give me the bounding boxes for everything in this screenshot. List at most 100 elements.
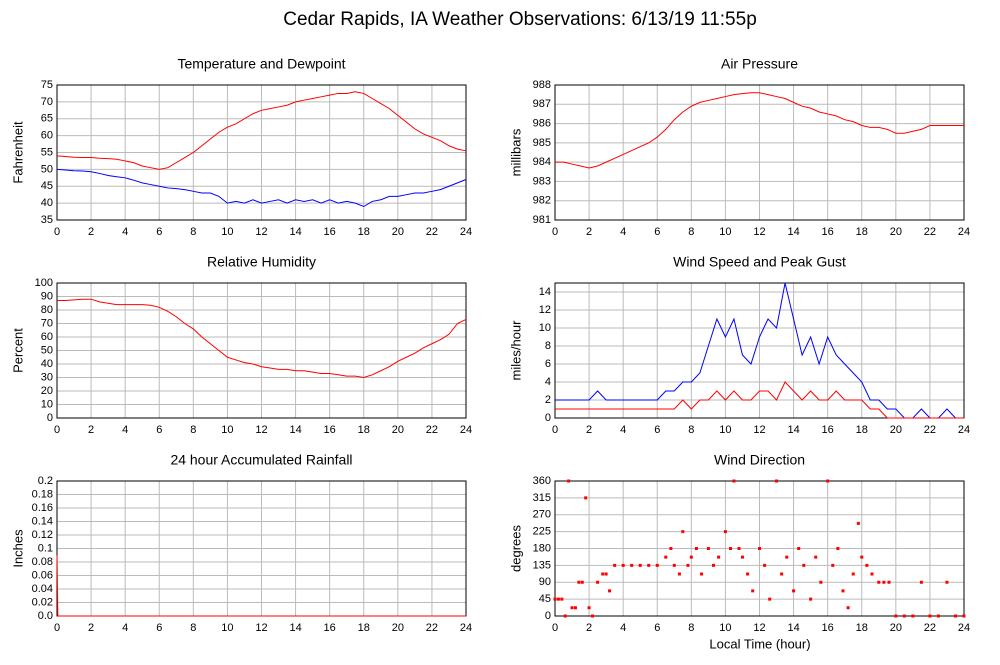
y-tick-label: 60 bbox=[41, 130, 53, 142]
y-axis-label: degrees bbox=[508, 525, 523, 572]
x-tick-label: 20 bbox=[392, 424, 404, 436]
data-point bbox=[751, 589, 755, 593]
x-tick-label: 2 bbox=[586, 226, 592, 238]
x-tick-label: 2 bbox=[88, 424, 94, 436]
y-tick-label: 80 bbox=[41, 304, 53, 316]
y-tick-label: 14 bbox=[539, 286, 551, 298]
x-tick-label: 20 bbox=[392, 226, 404, 238]
plot-frame bbox=[56, 282, 467, 419]
x-tick-label: 4 bbox=[620, 424, 626, 436]
x-tick-label: 6 bbox=[156, 622, 162, 634]
data-point bbox=[647, 563, 651, 567]
y-tick-label: 20 bbox=[41, 385, 53, 397]
data-point bbox=[630, 563, 634, 567]
data-point bbox=[785, 555, 789, 559]
data-line bbox=[555, 381, 964, 419]
x-tick-label: 10 bbox=[719, 226, 731, 238]
panel-title: Relative Humidity bbox=[207, 254, 316, 270]
data-point bbox=[604, 572, 608, 576]
y-tick-label: 6 bbox=[545, 358, 551, 370]
x-tick-label: 24 bbox=[460, 226, 472, 238]
x-tick-label: 22 bbox=[924, 424, 936, 436]
y-tick-label: 35 bbox=[41, 214, 53, 226]
x-tick-label: 8 bbox=[688, 226, 694, 238]
x-tick-label: 0 bbox=[54, 226, 60, 238]
data-point bbox=[580, 580, 584, 584]
x-tick-label: 0 bbox=[54, 622, 60, 634]
data-line bbox=[555, 92, 964, 169]
x-tick-label: 0 bbox=[552, 424, 558, 436]
y-tick-label: 0 bbox=[545, 412, 551, 424]
data-line bbox=[56, 168, 467, 208]
data-point bbox=[570, 606, 574, 610]
data-point bbox=[809, 597, 813, 601]
data-point bbox=[672, 563, 676, 567]
data-point bbox=[596, 580, 600, 584]
data-point bbox=[677, 572, 681, 576]
y-tick-label: 10 bbox=[539, 322, 551, 334]
y-tick-label: 70 bbox=[41, 96, 53, 108]
x-axis-label: Local Time (hour) bbox=[709, 636, 810, 651]
data-point bbox=[802, 563, 806, 567]
data-point bbox=[792, 589, 796, 593]
y-axis-label: miles/hour bbox=[508, 320, 523, 381]
y-tick-label: 0.12 bbox=[32, 529, 53, 541]
x-tick-label: 8 bbox=[190, 424, 196, 436]
y-tick-label: 45 bbox=[539, 593, 551, 605]
data-point bbox=[737, 547, 741, 550]
x-tick-label: 12 bbox=[255, 226, 267, 238]
x-tick-label: 22 bbox=[426, 622, 438, 634]
data-point bbox=[613, 563, 617, 567]
data-point bbox=[711, 563, 715, 567]
x-tick-label: 8 bbox=[688, 424, 694, 436]
x-tick-label: 20 bbox=[392, 622, 404, 634]
x-tick-label: 4 bbox=[122, 226, 128, 238]
data-point bbox=[928, 614, 932, 618]
x-tick-label: 10 bbox=[221, 226, 233, 238]
x-tick-label: 4 bbox=[620, 622, 626, 634]
x-tick-label: 12 bbox=[753, 622, 765, 634]
y-tick-label: 10 bbox=[41, 398, 53, 410]
x-tick-label: 4 bbox=[122, 424, 128, 436]
x-tick-label: 14 bbox=[787, 424, 799, 436]
y-tick-label: 0.02 bbox=[32, 596, 53, 608]
x-tick-label: 18 bbox=[856, 424, 868, 436]
x-tick-label: 4 bbox=[122, 622, 128, 634]
panel-title: Wind Speed and Peak Gust bbox=[673, 254, 846, 270]
y-tick-label: 8 bbox=[545, 340, 551, 352]
x-tick-label: 16 bbox=[822, 424, 834, 436]
data-point bbox=[870, 572, 874, 576]
y-tick-label: 40 bbox=[41, 358, 53, 370]
y-tick-label: 0 bbox=[47, 412, 53, 424]
x-tick-label: 24 bbox=[958, 424, 970, 436]
x-tick-label: 2 bbox=[586, 424, 592, 436]
y-tick-label: 986 bbox=[533, 117, 551, 129]
y-tick-label: 100 bbox=[35, 277, 53, 289]
data-point bbox=[590, 614, 594, 618]
data-point bbox=[729, 547, 733, 550]
data-point bbox=[577, 580, 581, 584]
y-tick-label: 50 bbox=[41, 163, 53, 175]
data-point bbox=[587, 606, 591, 610]
y-tick-label: 0.0 bbox=[38, 610, 53, 622]
x-tick-label: 18 bbox=[358, 226, 370, 238]
y-tick-label: 0.2 bbox=[38, 475, 53, 487]
x-tick-label: 22 bbox=[426, 424, 438, 436]
x-tick-label: 2 bbox=[88, 226, 94, 238]
x-tick-label: 14 bbox=[289, 622, 301, 634]
y-tick-label: 0.1 bbox=[38, 542, 53, 554]
data-point bbox=[717, 555, 721, 559]
x-tick-label: 0 bbox=[552, 226, 558, 238]
data-point bbox=[573, 606, 577, 610]
data-point bbox=[608, 589, 612, 593]
y-tick-label: 4 bbox=[545, 376, 551, 388]
x-tick-label: 6 bbox=[156, 226, 162, 238]
data-point bbox=[621, 563, 625, 567]
x-tick-label: 22 bbox=[924, 226, 936, 238]
data-point bbox=[819, 580, 823, 584]
data-point bbox=[826, 479, 830, 483]
x-tick-label: 6 bbox=[654, 424, 660, 436]
x-tick-label: 6 bbox=[156, 424, 162, 436]
y-tick-label: 987 bbox=[533, 98, 551, 110]
data-point bbox=[567, 479, 571, 483]
